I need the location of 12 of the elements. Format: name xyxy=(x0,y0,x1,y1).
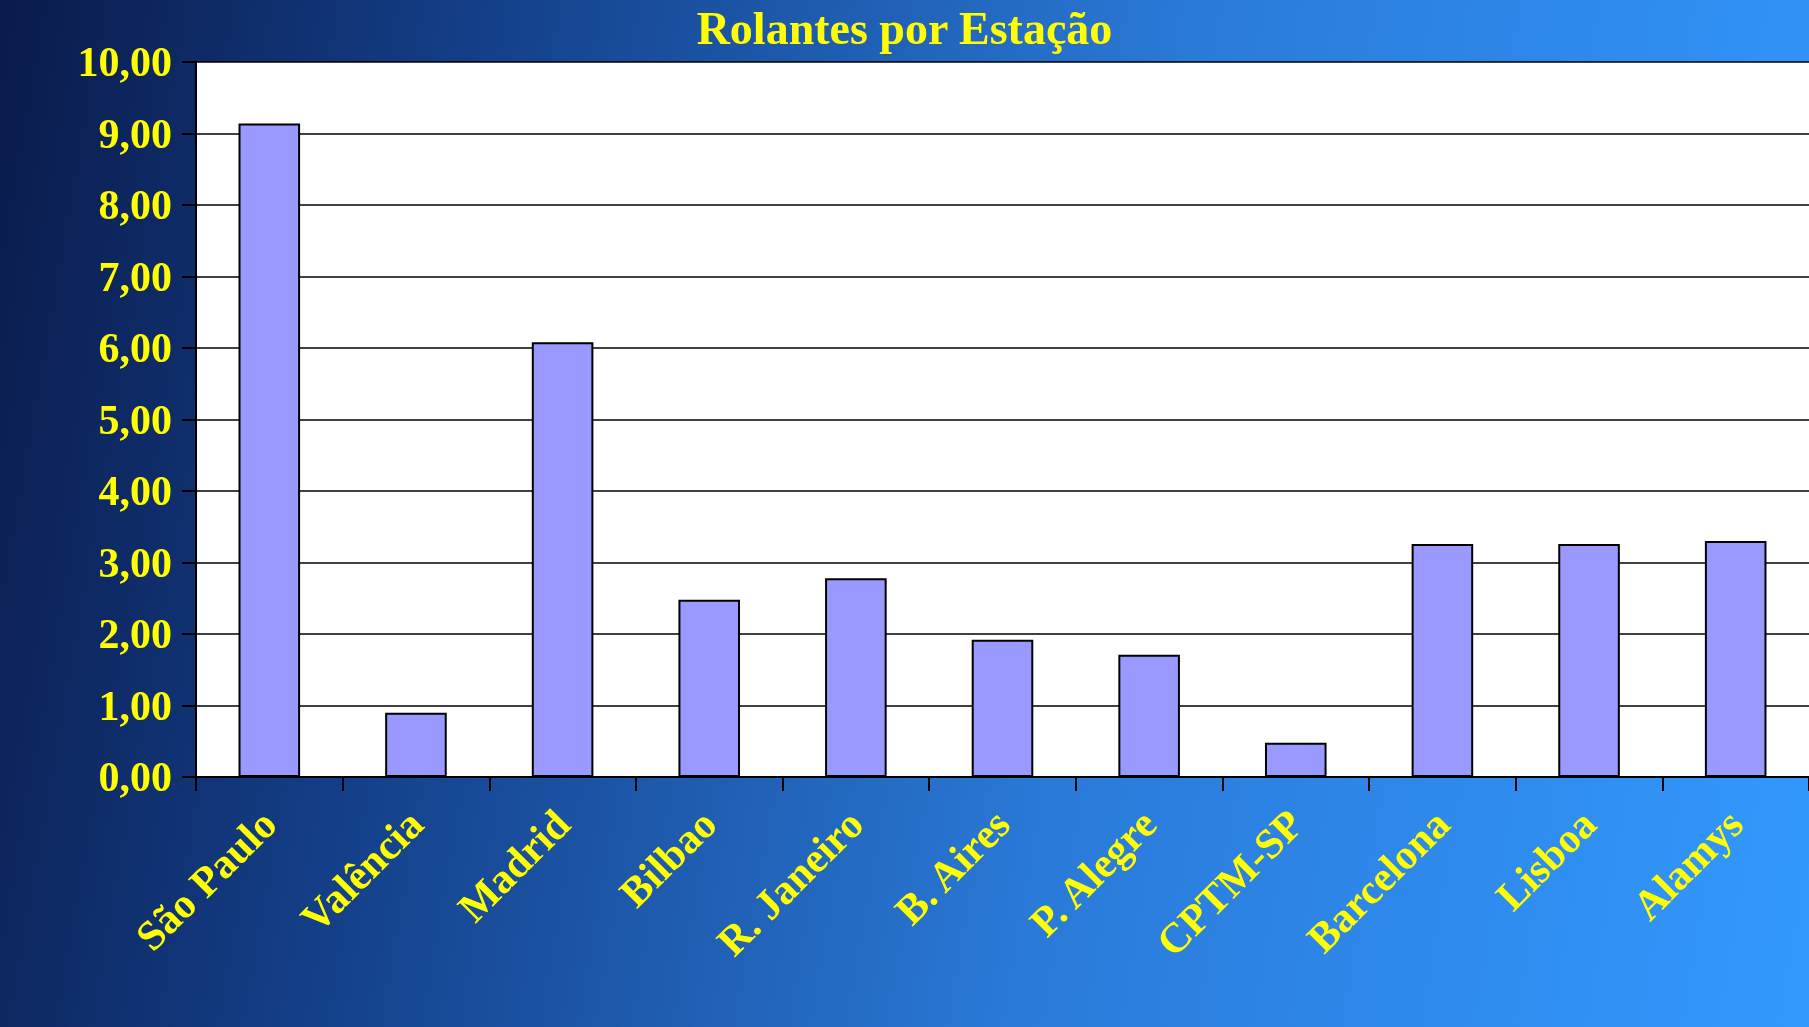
y-tick-label: 2,00 xyxy=(98,611,172,657)
y-tick-label: 7,00 xyxy=(98,253,172,300)
y-tick-label: 1,00 xyxy=(98,682,172,729)
y-tick-label: 3,00 xyxy=(98,539,172,586)
y-tick-label: 8,00 xyxy=(98,182,172,228)
y-tick-label: 4,00 xyxy=(98,468,172,514)
y-tick-label: 9,00 xyxy=(98,110,172,157)
y-tick-label: 10,00 xyxy=(77,39,172,85)
chart-title: Rolantes por Estação xyxy=(696,2,1113,54)
y-tick-label: 0,00 xyxy=(98,754,172,800)
y-tick-label: 5,00 xyxy=(98,396,172,443)
y-tick-label: 6,00 xyxy=(98,325,172,371)
